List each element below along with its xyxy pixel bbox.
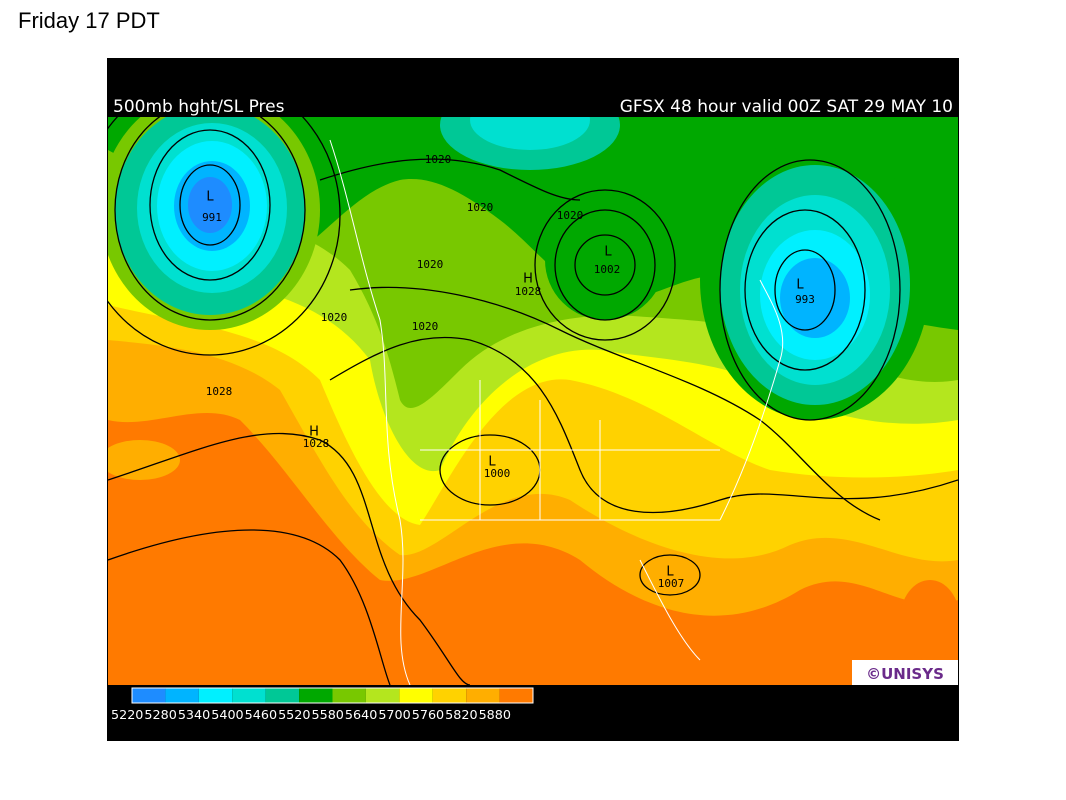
legend-swatch [232,688,266,703]
isobar [554,209,656,321]
state-lines [420,380,720,520]
credit-box [852,660,958,685]
isobar [114,117,306,321]
pressure-label: 1000 [484,467,511,480]
coastline [639,559,701,661]
pressure-label: 1020 [412,320,439,333]
isobar [639,554,701,596]
legend-label: 5820 [445,708,477,722]
isobars [108,117,958,685]
height-band [900,580,958,660]
pressure-label: 993 [795,293,815,306]
legend-swatch [365,688,400,703]
legend-label: 5400 [211,708,243,722]
legend-border [131,687,534,704]
map-subtitle: GFSX 48 hour valid 00Z SAT 29 MAY 10 [620,97,953,117]
map-title: 500mb hght/SL Pres [113,97,285,117]
credit: ©UNISYS [866,665,944,683]
height-band [545,200,665,320]
isobar [774,249,836,331]
legend-swatch [432,688,467,703]
borders [329,139,784,685]
isobar [108,432,471,685]
legend-label: 5580 [312,708,344,722]
coastline [329,139,411,685]
pressure-label: 991 [202,211,222,224]
pressure-label: 1020 [417,258,444,271]
legend-swatch [399,688,433,703]
legend-swatch [332,688,366,703]
isobar [574,234,636,296]
isobar [319,158,581,201]
pressure-center: L [488,455,496,470]
coastline [719,279,784,521]
pressure-label: 1020 [321,311,348,324]
height-field [108,117,958,685]
isobar [108,529,391,685]
legend-swatch [499,688,533,703]
caption: Friday 17 PDT [18,8,160,33]
pressure-label: 1020 [557,209,584,222]
height-band [780,258,850,338]
isobar [108,117,341,356]
pressure-label: 1028 [206,385,233,398]
pressure-label: 1002 [594,263,621,276]
isobar [329,336,958,514]
legend-label: 5520 [278,708,310,722]
legend-label: 5340 [178,708,210,722]
legend-label: 5280 [144,708,176,722]
legend-swatch [299,688,333,703]
pressure-label: 1020 [467,201,494,214]
legend-swatch [466,688,500,703]
legend-label: 5640 [345,708,377,722]
pressure-label: 1028 [303,437,330,450]
pressure-label: 1020 [425,153,452,166]
pressure-center: H [309,425,319,440]
legend-label: 5880 [479,708,511,722]
legend-swatch [165,688,199,703]
isobar [744,209,866,371]
legend: 5220 5280 5340 5400 5460 5520 5580 5640 5700 5760… [111,687,534,722]
isobar [149,129,271,281]
height-band [470,117,590,150]
height-band [188,177,232,233]
pressure-label: 1028 [515,285,542,298]
pressure-center: H [523,272,533,287]
pressure-center: L [604,245,612,260]
isobar [179,164,241,246]
legend-swatch [132,688,166,703]
legend-swatch [265,688,300,703]
legend-label: 5700 [378,708,410,722]
isobar [534,189,676,341]
height-band [108,440,180,480]
pressure-center: L [206,190,214,205]
isobar [349,286,881,521]
isobar [719,159,901,421]
pressure-center: L [666,565,674,580]
legend-label: 5220 [111,708,143,722]
pressure-labels: 991 1020 1020 1020 1020 1020 1020 1028 1028 1002 9… [202,153,815,590]
legend-label: 5460 [245,708,277,722]
legend-swatch [198,688,233,703]
pressure-center: L [796,278,804,293]
legend-label: 5760 [412,708,444,722]
pressure-label: 1007 [658,577,685,590]
